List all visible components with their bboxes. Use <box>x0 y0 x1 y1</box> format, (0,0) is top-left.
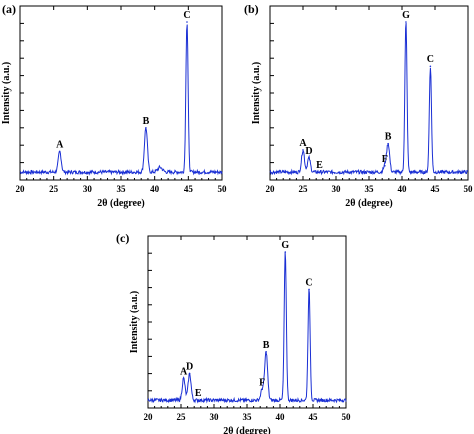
peak-point <box>384 164 386 167</box>
peak-label: B <box>143 116 150 127</box>
peak-point <box>429 65 432 68</box>
plot-frame <box>269 5 469 181</box>
peak-label: D <box>305 146 312 157</box>
x-tick-label: 30 <box>210 412 220 422</box>
peak-label: F <box>382 154 388 165</box>
y-axis-title: Intensity (a.u.) <box>1 62 12 125</box>
x-tick-label: 45 <box>309 412 319 422</box>
xrd-trace <box>147 252 347 404</box>
chart-panel-c: (c) 20 25 30 35 40 45 50 2θ (degree) Intensity (a… <box>116 231 351 434</box>
peak-label: G <box>402 10 410 21</box>
x-tick-label: 35 <box>243 412 253 422</box>
x-tick-label: 50 <box>342 412 352 422</box>
peak-point <box>265 351 267 353</box>
x-axis-title: 2θ (degree) <box>223 426 271 434</box>
peak-point <box>405 21 407 23</box>
peak-point <box>58 150 61 153</box>
peak-label: E <box>316 160 323 171</box>
y-axis-title: Intensity (a.u.) <box>251 62 262 125</box>
peak-point <box>261 388 263 391</box>
panel-label: (c) <box>116 231 129 245</box>
x-tick-label: 25 <box>299 184 309 194</box>
x-tick-label: 20 <box>266 184 276 194</box>
peak-point <box>302 149 304 151</box>
peak-point <box>188 372 191 375</box>
plot-frame <box>19 5 223 181</box>
peak-point <box>182 377 185 380</box>
chart-panel-a: (a) 20 25 30 35 40 45 50 2θ (degree) Intensity (a… <box>1 2 227 209</box>
x-tick-label: 40 <box>276 412 286 422</box>
xrd-trace <box>19 24 223 176</box>
x-axis-title: 2θ (degree) <box>97 198 145 209</box>
peak-point <box>318 171 321 173</box>
peak-label: F <box>259 377 265 388</box>
x-tick-label: 50 <box>218 184 228 194</box>
peak-point <box>284 251 287 253</box>
peak-point <box>308 288 310 291</box>
plot-frame <box>147 235 347 409</box>
peak-label: B <box>263 340 270 351</box>
peak-label: A <box>180 366 188 377</box>
x-tick-label: 40 <box>150 184 160 194</box>
x-tick-label: 30 <box>332 184 342 194</box>
x-tick-label: 35 <box>117 184 127 194</box>
peak-label: E <box>195 388 202 399</box>
x-tick-label: 35 <box>365 184 375 194</box>
panel-label: (b) <box>244 2 259 16</box>
peak-label: A <box>299 138 307 149</box>
peak-label: A <box>56 140 64 151</box>
x-tick-label: 50 <box>464 184 474 194</box>
peak-label: D <box>186 362 193 373</box>
x-tick-label: 25 <box>177 412 187 422</box>
x-axis-title: 2θ (degree) <box>345 198 393 209</box>
x-tick-label: 45 <box>184 184 194 194</box>
panel-label: (a) <box>2 2 16 16</box>
peak-point <box>145 127 147 129</box>
peak-point <box>197 399 199 402</box>
x-tick-label: 20 <box>16 184 26 194</box>
peak-point <box>387 142 389 145</box>
peak-label: C <box>427 54 434 65</box>
peak-point <box>186 21 188 23</box>
xrd-trace <box>269 22 469 176</box>
x-tick-label: 30 <box>83 184 93 194</box>
peak-label: C <box>183 10 190 21</box>
peak-point <box>308 157 310 159</box>
x-tick-label: 40 <box>398 184 408 194</box>
chart-panel-b: (b) 20 25 30 35 40 45 50 2θ (degree) Intensity (a… <box>244 2 473 209</box>
peak-label: B <box>385 132 392 143</box>
x-tick-label: 25 <box>49 184 59 194</box>
peak-label: G <box>281 240 289 251</box>
x-tick-label: 20 <box>144 412 154 422</box>
y-axis-title: Intensity (a.u.) <box>129 291 140 354</box>
x-tick-label: 45 <box>431 184 441 194</box>
peak-label: C <box>305 277 312 288</box>
